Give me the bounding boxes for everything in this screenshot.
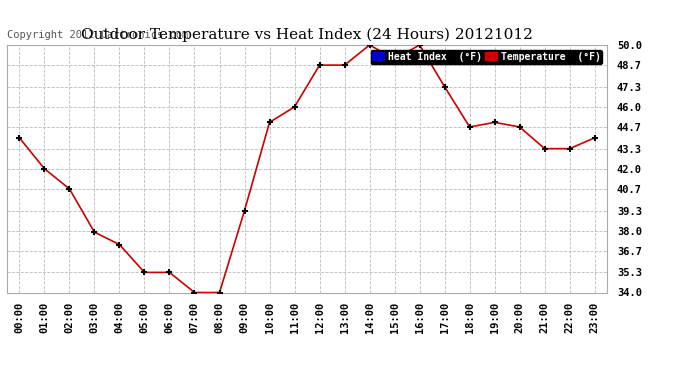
Legend: Heat Index  (°F), Temperature  (°F): Heat Index (°F), Temperature (°F): [371, 50, 602, 64]
Title: Outdoor Temperature vs Heat Index (24 Hours) 20121012: Outdoor Temperature vs Heat Index (24 Ho…: [81, 28, 533, 42]
Text: Copyright 2012 Cartronics.com: Copyright 2012 Cartronics.com: [7, 30, 188, 40]
